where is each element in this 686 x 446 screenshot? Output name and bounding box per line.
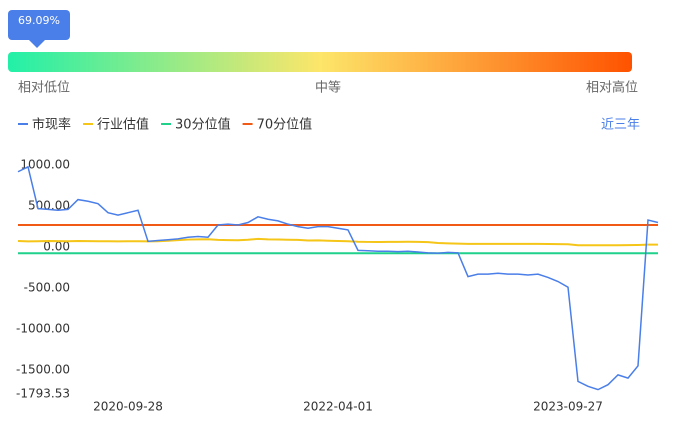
legend-label: 市现率 [32,117,71,133]
y-tick-label: -1793.53 [16,387,70,401]
x-tick-label: 2020-09-28 [93,400,163,414]
legend-label: 70分位值 [257,117,313,133]
range-button[interactable]: 近三年 [601,118,640,133]
gauge: 69.09% 相对低位 中等 相对高位 [8,10,638,96]
pointer-arrow [29,40,45,48]
y-tick-label: 0.00 [43,240,70,254]
y-tick-label: 500.00 [28,199,70,213]
legend-label: 30分位值 [175,117,231,133]
gauge-low: 相对低位 [18,81,70,96]
pointer-box [8,10,70,40]
y-tick-label: -1500.00 [16,362,70,376]
legend-label: 行业估值 [97,117,149,133]
y-tick-label: -1000.00 [16,322,70,336]
y-tick-label: 1000.00 [20,158,70,172]
x-tick-label: 2022-04-01 [303,400,373,414]
gauge-high: 相对高位 [586,80,638,96]
gauge-bar [8,52,632,72]
pointer-label: 69.09% [18,14,60,27]
series-line [17,165,659,391]
series-line [17,237,658,247]
y-tick-label: -500.00 [24,281,70,295]
gauge-mid: 中等 [315,80,341,96]
x-tick-label: 2023-09-27 [533,400,603,414]
